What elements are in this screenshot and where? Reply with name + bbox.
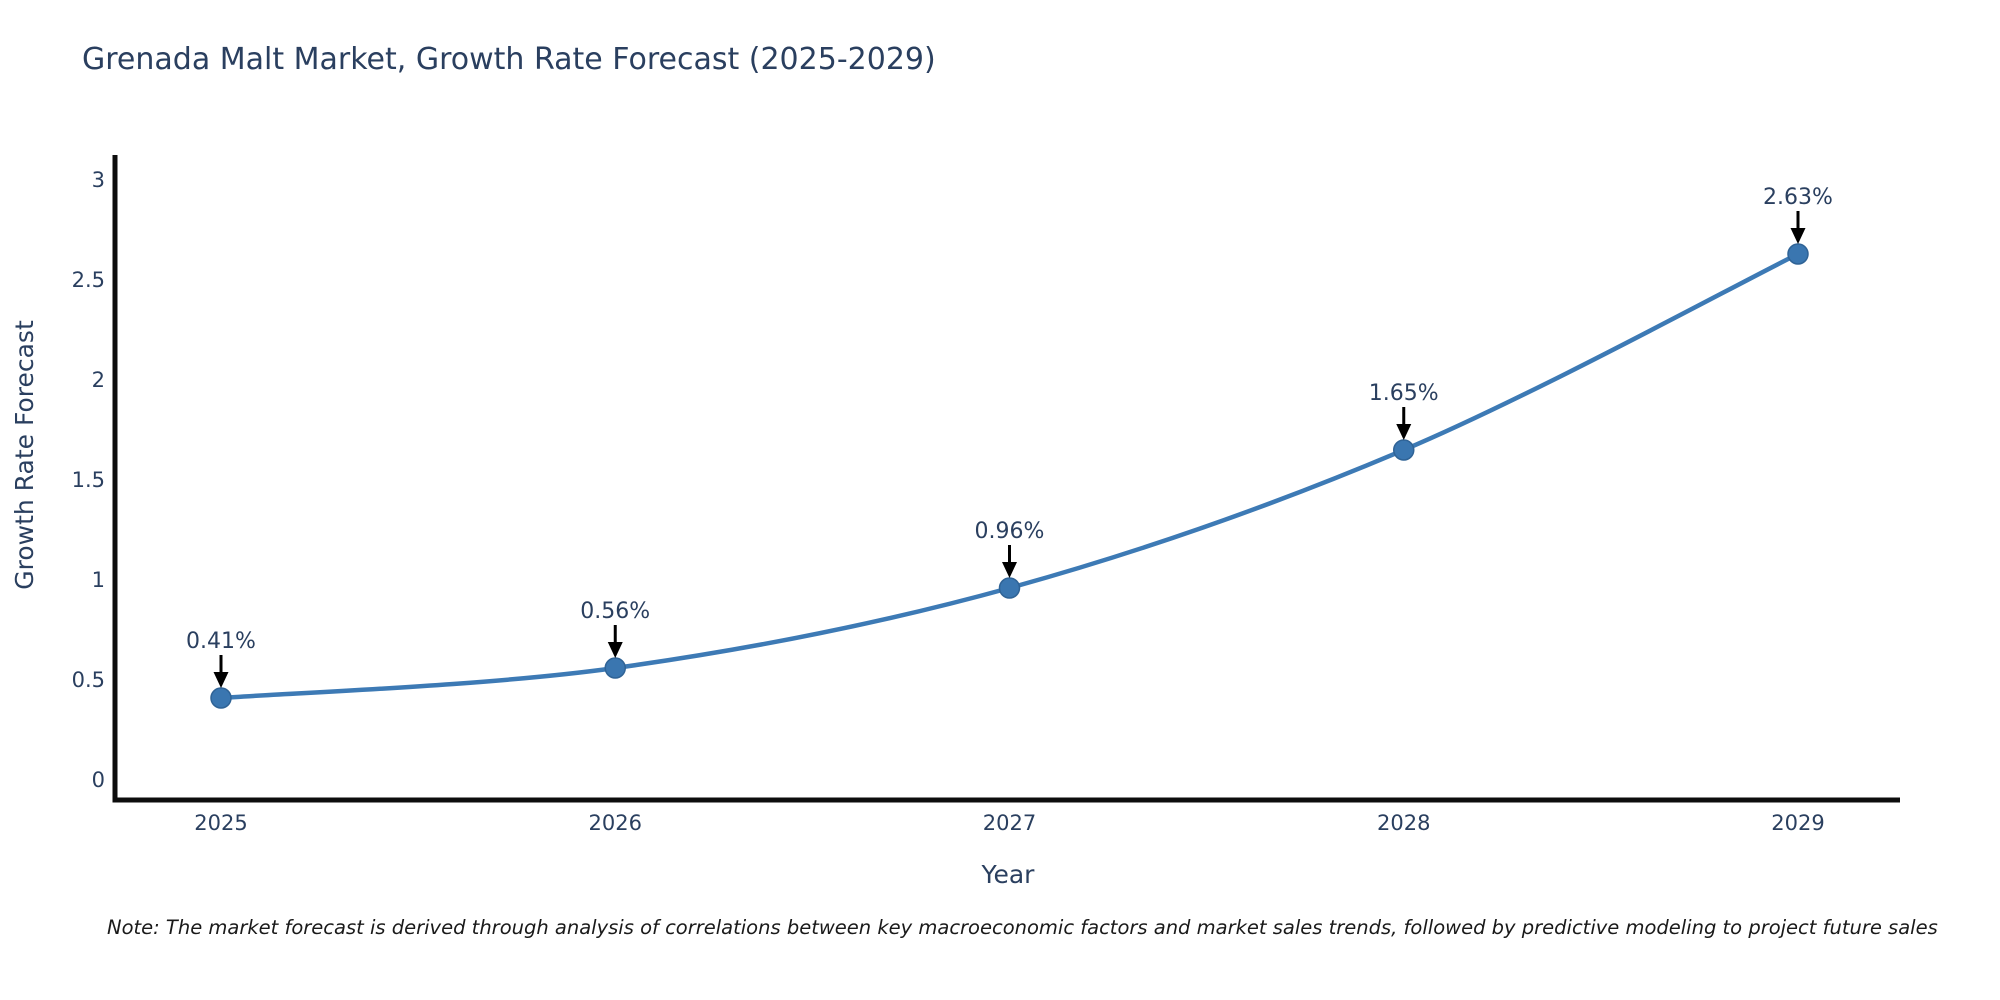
x-tick-label: 2025	[194, 811, 248, 835]
forecast-line	[218, 251, 1801, 701]
annotation-label: 0.41%	[186, 629, 256, 654]
x-tick-label: 2027	[982, 811, 1037, 835]
y-tick-label: 1.5	[71, 468, 105, 492]
annotation-arrowhead	[1790, 228, 1806, 244]
x-tick-label: 2029	[1771, 811, 1825, 835]
x-tick-label: 2028	[1377, 811, 1431, 835]
annotation-label: 2.63%	[1763, 185, 1833, 210]
annotation-label: 0.96%	[975, 519, 1045, 544]
data-point-marker[interactable]	[1393, 439, 1415, 461]
y-tick-label: 3	[91, 168, 105, 192]
data-point-marker[interactable]	[998, 577, 1021, 599]
x-axis-title: Year	[981, 860, 1035, 889]
y-tick-label: 1	[91, 568, 105, 592]
y-tick-label: 0	[91, 768, 105, 792]
y-tick-label: 0.5	[71, 668, 105, 692]
x-tick-label: 2026	[588, 811, 642, 835]
data-point-marker[interactable]	[210, 687, 232, 709]
data-point-marker[interactable]	[604, 657, 626, 679]
annotation-label: 0.56%	[580, 599, 650, 624]
y-tick-label: 2.5	[71, 268, 105, 292]
annotation-label: 1.65%	[1369, 381, 1439, 406]
annotation-arrowhead	[213, 672, 229, 688]
annotation-arrowhead	[607, 642, 623, 658]
y-tick-label: 2	[91, 368, 105, 392]
chart-title: Grenada Malt Market, Growth Rate Forecas…	[82, 42, 936, 77]
annotation-arrowhead	[1396, 424, 1412, 440]
annotation-arrowhead	[1002, 562, 1017, 578]
footnote: Note: The market forecast is derived thr…	[107, 916, 1938, 939]
data-point-marker[interactable]	[1787, 243, 1809, 265]
